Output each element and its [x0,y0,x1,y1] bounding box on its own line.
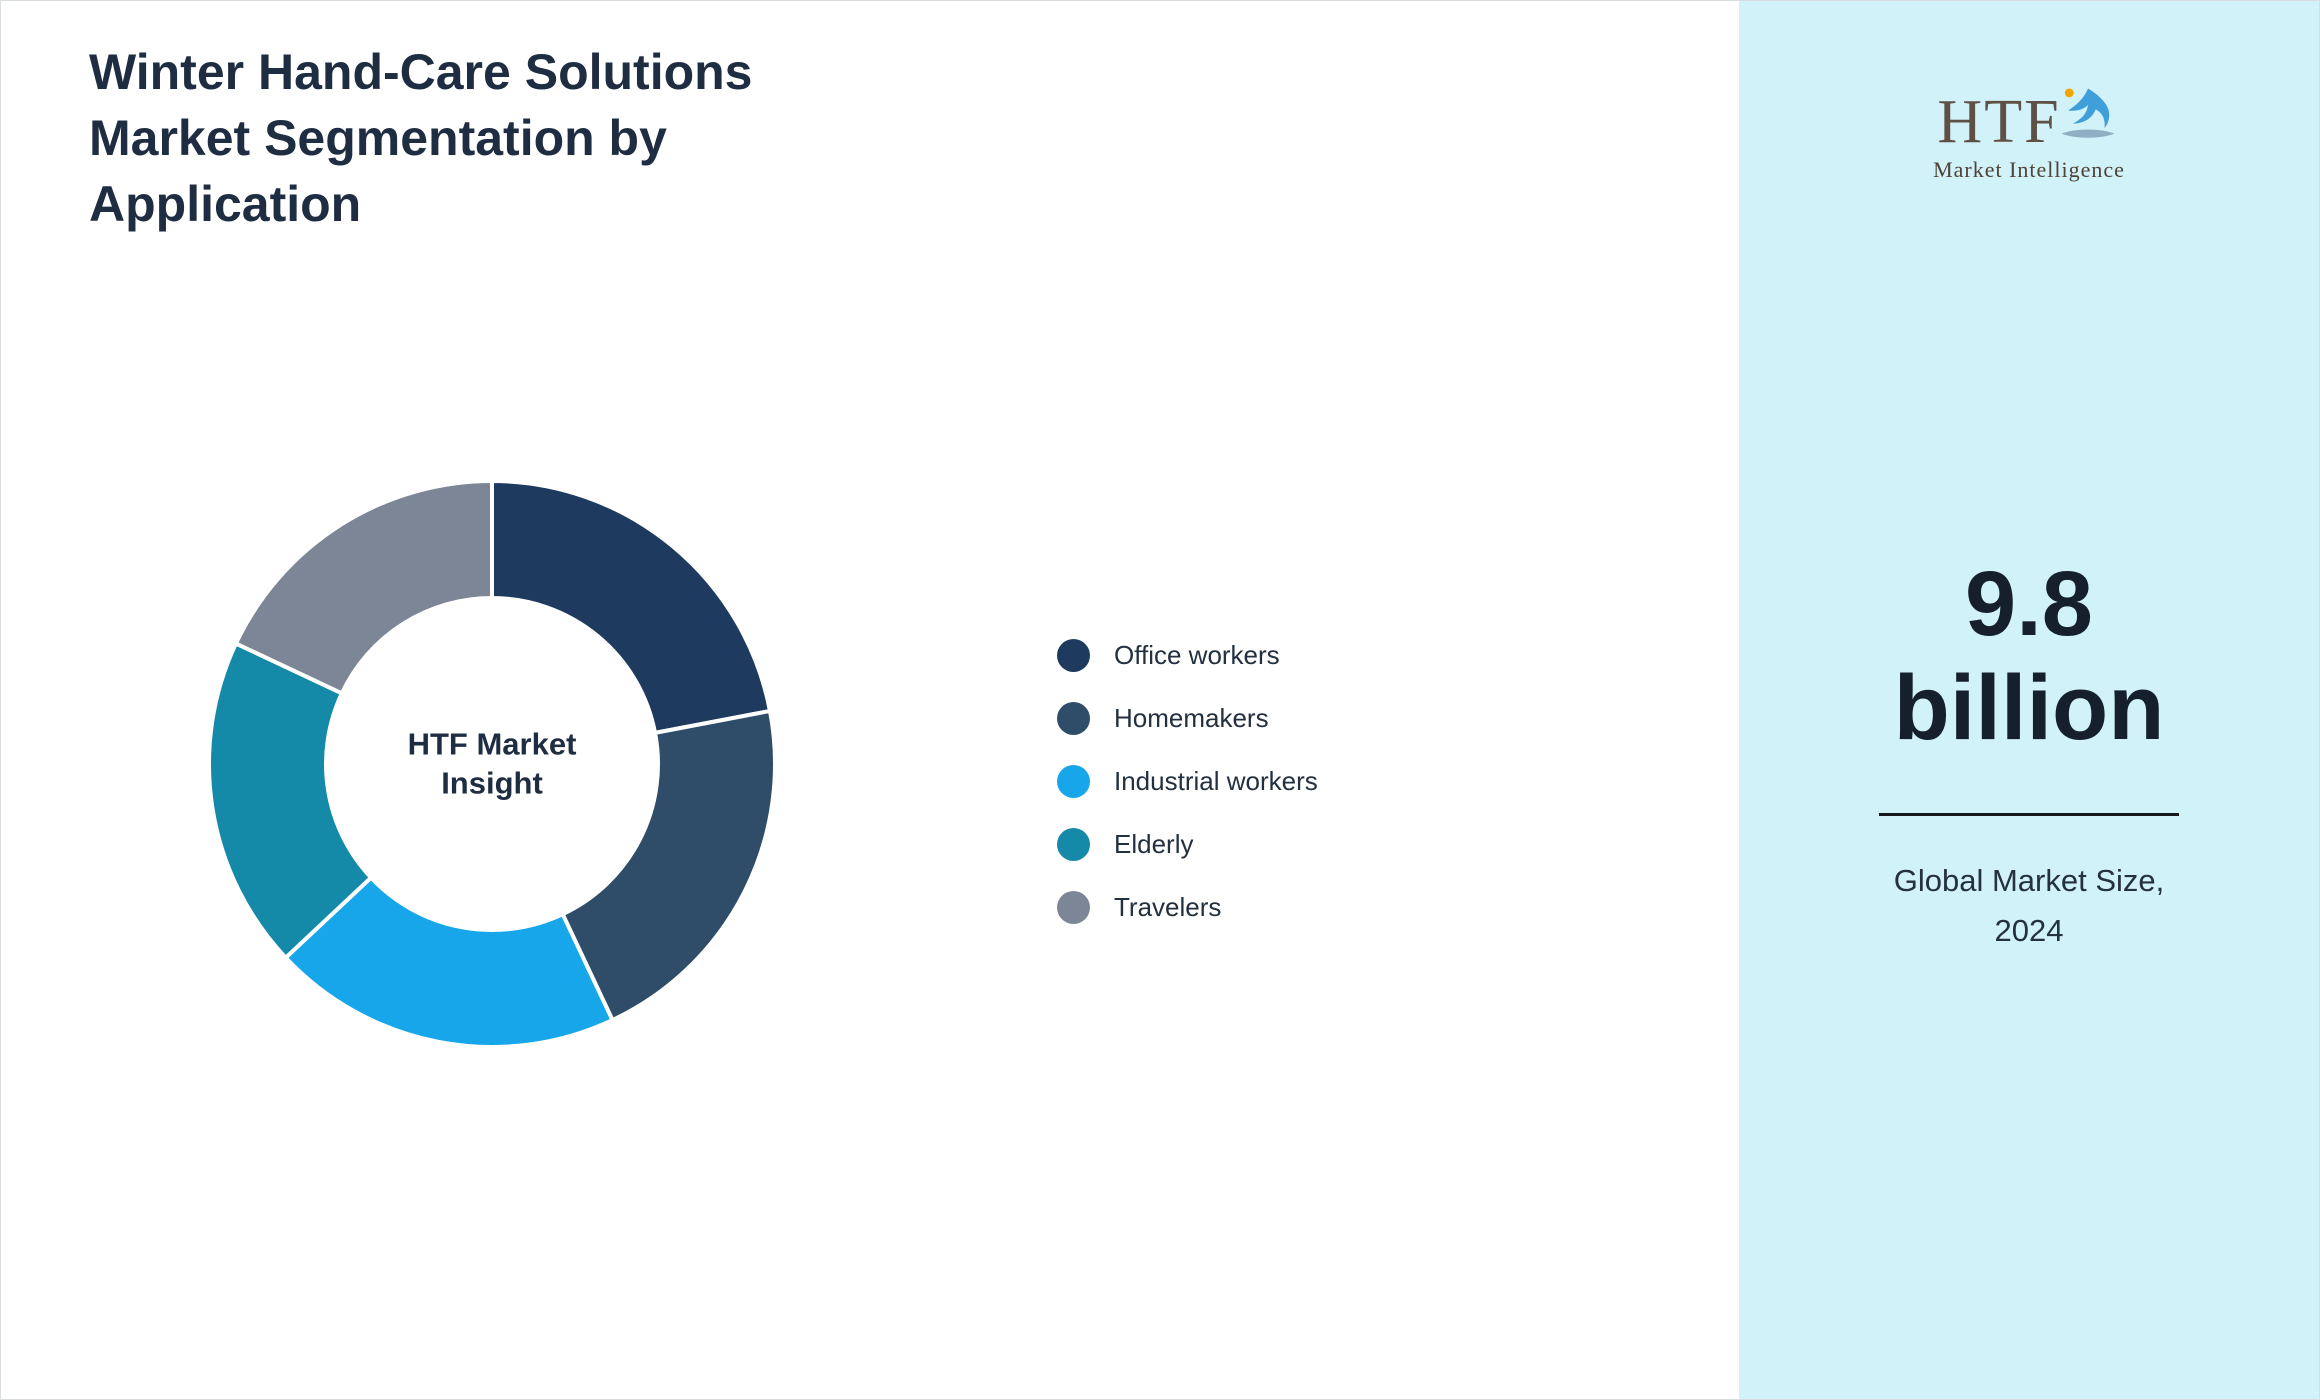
legend-label: Industrial workers [1114,765,1318,796]
legend-swatch [1057,638,1090,672]
legend-swatch [1057,890,1090,924]
htf-logo-text: HTF [1937,88,2061,156]
market-size-caption: Global Market Size, 2024 [1893,862,2165,948]
legend-item: Homemakers [1057,698,1318,738]
market-size-value: 9.8 billion [1893,553,2165,759]
legend-swatch [1057,764,1090,798]
donut-slice-4 [233,479,494,696]
donut-chart-svg [207,479,777,1049]
legend: Office workers Homemakers Industrial worke… [1057,635,1318,927]
legend-label: Office workers [1114,639,1280,670]
donut-slice-1 [560,708,777,1023]
donut-chart: HTF Market Insight [191,463,793,1065]
page-title: Winter Hand-Care Solutions Market Segmen… [89,44,753,232]
donut-slice-2 [283,875,615,1049]
htf-logo-row: HTF [1937,88,2120,156]
legend-label: Travelers [1114,891,1222,922]
dolphin-icon [2061,88,2114,138]
legend-item: Industrial workers [1057,761,1318,801]
chart-center-label: HTF Market Insight [407,726,577,800]
htf-logo-subtext: Market Intelligence [1933,157,2125,182]
divider-line [1879,812,2179,816]
donut-slice-3 [207,641,373,960]
market-size-block: 9.8 billion Global Market Size, 2024 [1739,553,2319,955]
market-size-panel: HTF Market Intelligence 9.8 billion Glob… [1739,1,2319,1399]
donut-slice-0 [490,479,772,735]
legend-label: Homemakers [1114,702,1269,733]
legend-swatch [1057,701,1090,735]
htf-logo: HTF Market Intelligence [1739,88,2319,183]
legend-item: Elderly [1057,824,1318,864]
legend-swatch [1057,827,1090,861]
legend-label: Elderly [1114,828,1194,859]
legend-item: Office workers [1057,635,1318,675]
legend-item: Travelers [1057,887,1318,927]
